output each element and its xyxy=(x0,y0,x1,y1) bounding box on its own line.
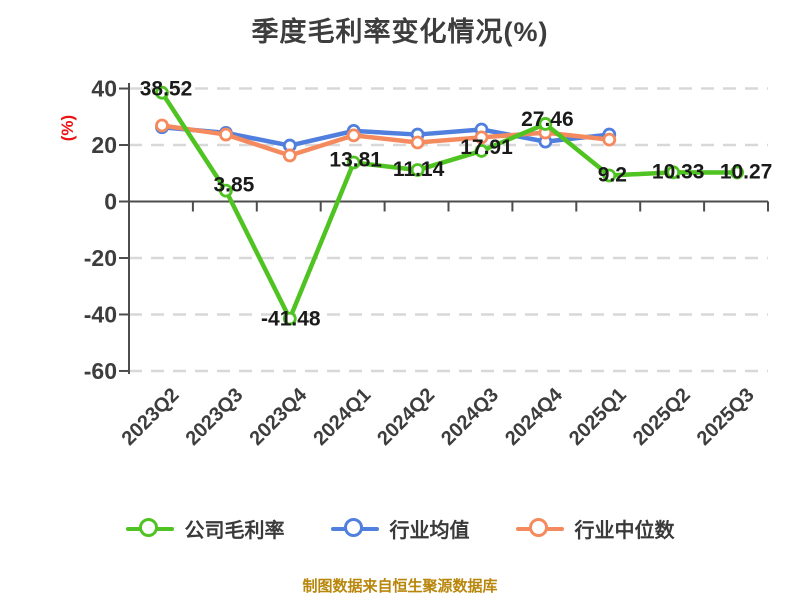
industry-median-line xyxy=(159,123,612,158)
company-margin-line xyxy=(159,90,740,321)
legend-label: 行业均值 xyxy=(389,520,470,542)
x-tick-label: 2023Q4 xyxy=(245,383,312,450)
y-tick-label: 20 xyxy=(91,132,117,158)
x-tick-label: 2025Q3 xyxy=(693,384,759,450)
value-label: 10.27 xyxy=(720,160,773,183)
legend-line-dot-icon xyxy=(125,518,174,539)
data-point xyxy=(155,118,169,133)
company-margin-series xyxy=(155,85,744,326)
chart-title: 季度毛利率变化情况(%) xyxy=(251,17,549,47)
legend-item-industry-mean: 行业均值 xyxy=(330,514,470,543)
data-point xyxy=(282,311,297,326)
data-point xyxy=(474,144,489,158)
x-tick-label: 2024Q1 xyxy=(309,384,375,450)
plot-area: 40200-20-40-602023Q22023Q32023Q42024Q120… xyxy=(58,76,773,450)
data-point xyxy=(666,165,681,180)
x-tick-label: 2024Q4 xyxy=(501,383,568,450)
y-tick-label: 0 xyxy=(104,189,117,215)
value-label: -41.48 xyxy=(261,308,321,331)
value-label: 10.33 xyxy=(652,160,705,183)
x-tick-label: 2025Q2 xyxy=(629,384,695,450)
y-tick-label: -40 xyxy=(84,301,117,327)
y-tick-label: -20 xyxy=(84,245,117,271)
x-tick-label: 2024Q3 xyxy=(437,384,503,450)
x-tick-label: 2023Q3 xyxy=(182,384,248,450)
legend-dot-swatch xyxy=(528,518,548,537)
value-label: 9.2 xyxy=(598,164,627,187)
industry-median-series xyxy=(155,118,617,163)
legend-line-dot-icon xyxy=(330,518,379,539)
industry-mean-line xyxy=(159,124,612,148)
y-tick-label: 40 xyxy=(91,76,117,102)
data-point xyxy=(282,148,297,163)
y-axis-unit-label: (%) xyxy=(58,115,77,141)
legend-dot-swatch xyxy=(343,518,363,537)
data-point xyxy=(410,135,425,150)
value-label: 11.14 xyxy=(393,158,445,181)
gridlines xyxy=(129,87,768,373)
y-tick-label: -60 xyxy=(84,358,117,384)
value-label: 17.91 xyxy=(460,136,513,159)
legend: 公司毛利率 行业均值 行业中位数 xyxy=(0,514,800,543)
legend-item-industry-median: 行业中位数 xyxy=(515,514,675,543)
data-point xyxy=(218,127,233,142)
value-label: 38.52 xyxy=(140,78,193,101)
value-labels: 38.52 3.85 -41.48 13.81 11.14 17.91 27.46 9.2 10… xyxy=(140,78,773,331)
data-point xyxy=(730,165,744,180)
legend-dot-swatch xyxy=(138,518,158,537)
data-point xyxy=(346,155,361,170)
value-label: 27.46 xyxy=(521,108,574,131)
data-point xyxy=(155,85,169,100)
data-source-note: 制图数据来自恒生聚源数据库 xyxy=(302,578,498,595)
data-point xyxy=(218,183,233,198)
data-point xyxy=(410,163,425,177)
data-point xyxy=(602,168,617,183)
value-label: 3.85 xyxy=(213,174,254,197)
data-point xyxy=(602,132,617,147)
legend-label: 行业中位数 xyxy=(574,520,675,542)
x-tick-label: 2023Q2 xyxy=(118,384,184,450)
legend-item-company-margin: 公司毛利率 xyxy=(125,514,285,543)
data-point xyxy=(346,128,361,143)
data-point xyxy=(474,130,489,145)
legend-line-dot-icon xyxy=(515,518,564,539)
data-point xyxy=(538,117,553,131)
x-tick-label: 2025Q1 xyxy=(565,384,631,450)
legend-label: 公司毛利率 xyxy=(184,520,285,542)
x-tick-label: 2024Q2 xyxy=(373,384,439,450)
value-label: 13.81 xyxy=(329,148,382,171)
